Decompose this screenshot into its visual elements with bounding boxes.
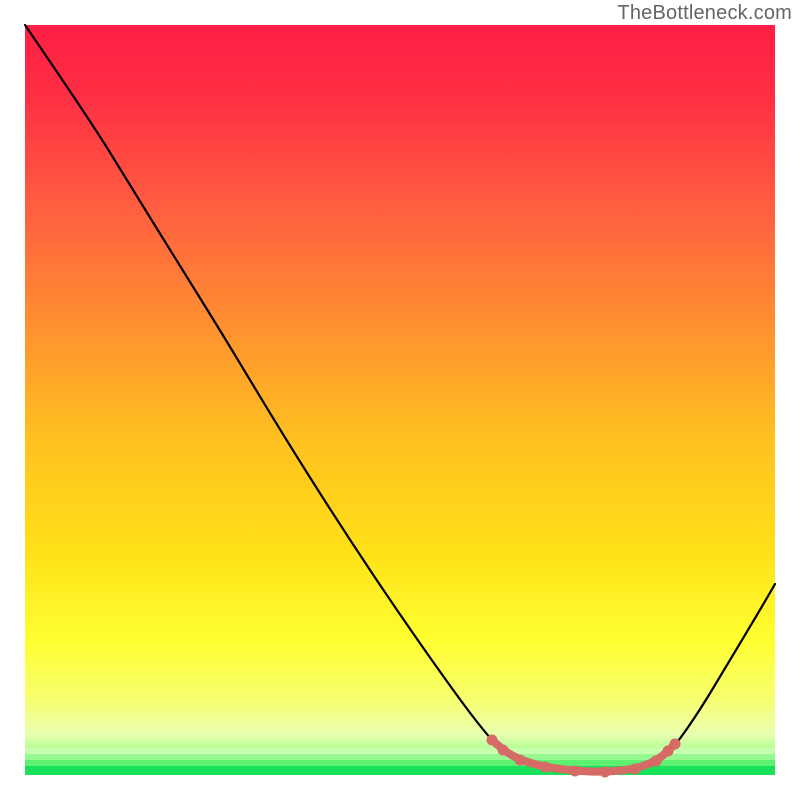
watermark-text: TheBottleneck.com: [617, 2, 792, 25]
chart-canvas: TheBottleneck.com: [0, 0, 800, 800]
background-gradient: [0, 0, 800, 800]
green-strip: [25, 766, 775, 775]
